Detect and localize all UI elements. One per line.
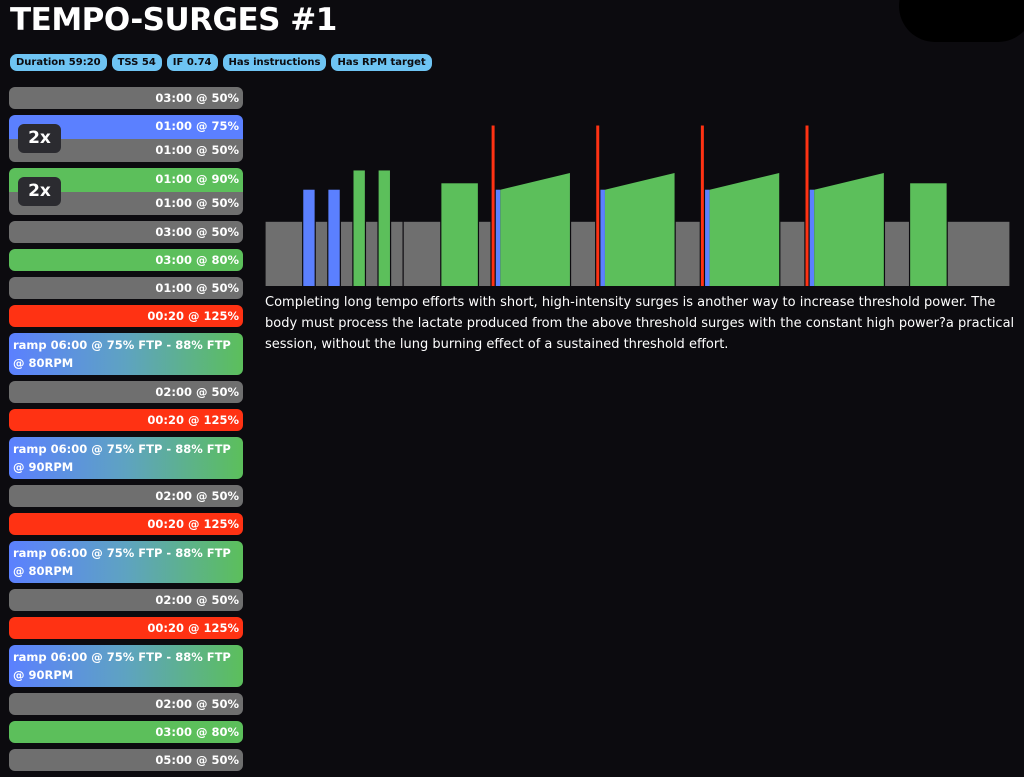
repeat-step[interactable]: 2x 01:00 @ 90% 01:00 @ 50% [9, 168, 243, 215]
interval-step[interactable]: 00:20 @ 125% [9, 305, 243, 327]
surge-bar [491, 125, 495, 286]
ramp-step[interactable]: ramp 06:00 @ 75% FTP - 88% FTP @ 90RPM [9, 645, 243, 687]
repeat-off-interval: 01:00 @ 50% [9, 191, 243, 215]
step-label: 01:00 @ 50% [155, 281, 239, 295]
interval-step[interactable]: 03:00 @ 50% [9, 221, 243, 243]
ramp-step[interactable]: ramp 06:00 @ 75% FTP - 88% FTP @ 90RPM [9, 437, 243, 479]
ramp-start-bar [495, 189, 501, 286]
interval-step[interactable]: 02:00 @ 50% [9, 589, 243, 611]
interval-step[interactable]: 01:00 @ 50% [9, 277, 243, 299]
ramp-step[interactable]: ramp 06:00 @ 75% FTP - 88% FTP @ 80RPM [9, 333, 243, 375]
surge-bar [700, 125, 704, 286]
interval-step[interactable]: 03:00 @ 80% [9, 721, 243, 743]
interval-block [479, 221, 491, 286]
ramp-step[interactable]: ramp 06:00 @ 75% FTP - 88% FTP @ 80RPM [9, 541, 243, 583]
interval-block [378, 170, 390, 286]
interval-step[interactable]: 00:20 @ 125% [9, 513, 243, 535]
interval-step[interactable]: 02:00 @ 50% [9, 485, 243, 507]
interval-step[interactable]: 03:00 @ 50% [9, 87, 243, 109]
workout-description: Completing long tempo efforts with short… [265, 295, 1015, 352]
step-label: 02:00 @ 50% [155, 593, 239, 607]
interval-step[interactable]: 03:00 @ 80% [9, 249, 243, 271]
step-label: 01:00 @ 90% [155, 172, 239, 186]
step-label: 00:20 @ 125% [147, 517, 239, 531]
step-label: 01:00 @ 50% [155, 195, 239, 210]
interval-block [571, 221, 596, 286]
interval-block [391, 221, 403, 286]
ramp-block [814, 173, 884, 286]
repeat-count-badge: 2x [18, 124, 61, 153]
badge-rpm: Has RPM target [331, 54, 432, 71]
step-label: ramp 06:00 @ 75% FTP - 88% FTP @ 90RPM [13, 650, 231, 682]
workout-badges: Duration 59:20 TSS 54 IF 0.74 Has instru… [10, 54, 432, 71]
badge-duration: Duration 59:20 [10, 54, 107, 71]
surge-bar [805, 125, 809, 286]
interval-step[interactable]: 02:00 @ 50% [9, 381, 243, 403]
interval-block [910, 183, 947, 286]
repeat-step[interactable]: 2x 01:00 @ 75% 01:00 @ 50% [9, 115, 243, 162]
ramp-start-bar [705, 189, 710, 286]
interval-block [315, 221, 328, 286]
badge-tss: TSS 54 [111, 54, 162, 71]
corner-decoration [899, 0, 1024, 42]
step-label: 01:00 @ 50% [155, 142, 239, 157]
step-label: 00:20 @ 125% [147, 413, 239, 427]
step-label: 01:00 @ 75% [155, 119, 239, 133]
surge-bar [596, 125, 600, 286]
interval-block [366, 221, 378, 286]
interval-block [340, 221, 353, 286]
step-label: 03:00 @ 80% [155, 253, 239, 267]
workout-step-list: 03:00 @ 50% 2x 01:00 @ 75% 01:00 @ 50% 2x 01:… [9, 87, 243, 777]
step-label: 03:00 @ 50% [155, 91, 239, 105]
interval-step[interactable]: 00:20 @ 125% [9, 617, 243, 639]
step-label: ramp 06:00 @ 75% FTP - 88% FTP @ 80RPM [13, 338, 231, 370]
ramp-start-bar [809, 189, 815, 286]
repeat-on-interval: 01:00 @ 90% [9, 168, 243, 192]
interval-block [441, 183, 478, 286]
step-label: 02:00 @ 50% [155, 697, 239, 711]
repeat-off-interval: 01:00 @ 50% [9, 138, 243, 162]
interval-block [947, 221, 1010, 286]
step-label: 05:00 @ 50% [155, 753, 239, 767]
interval-block [303, 189, 315, 286]
step-label: 03:00 @ 80% [155, 725, 239, 739]
ramp-block [500, 173, 570, 286]
interval-block [328, 189, 340, 286]
interval-step[interactable]: 05:00 @ 50% [9, 749, 243, 771]
interval-step[interactable]: 00:20 @ 125% [9, 409, 243, 431]
step-label: 03:00 @ 50% [155, 225, 239, 239]
interval-block [780, 221, 805, 286]
interval-block [675, 221, 700, 286]
ramp-block [709, 173, 780, 286]
workout-profile-chart [265, 125, 1010, 286]
ramp-block [604, 173, 675, 286]
ramp-start-bar [600, 189, 605, 286]
interval-block [403, 221, 441, 286]
workout-title: TEMPO-SURGES #1 [10, 2, 337, 38]
interval-step[interactable]: 02:00 @ 50% [9, 693, 243, 715]
badge-instructions: Has instructions [222, 54, 327, 71]
repeat-count-badge: 2x [18, 177, 61, 206]
interval-block [885, 221, 909, 286]
interval-block [265, 221, 303, 286]
step-label: ramp 06:00 @ 75% FTP - 88% FTP @ 90RPM [13, 442, 231, 474]
step-label: 02:00 @ 50% [155, 489, 239, 503]
step-label: ramp 06:00 @ 75% FTP - 88% FTP @ 80RPM [13, 546, 231, 578]
badge-if: IF 0.74 [166, 54, 218, 71]
step-label: 02:00 @ 50% [155, 385, 239, 399]
step-label: 00:20 @ 125% [147, 309, 239, 323]
repeat-on-interval: 01:00 @ 75% [9, 115, 243, 139]
interval-block [353, 170, 365, 286]
step-label: 00:20 @ 125% [147, 621, 239, 635]
